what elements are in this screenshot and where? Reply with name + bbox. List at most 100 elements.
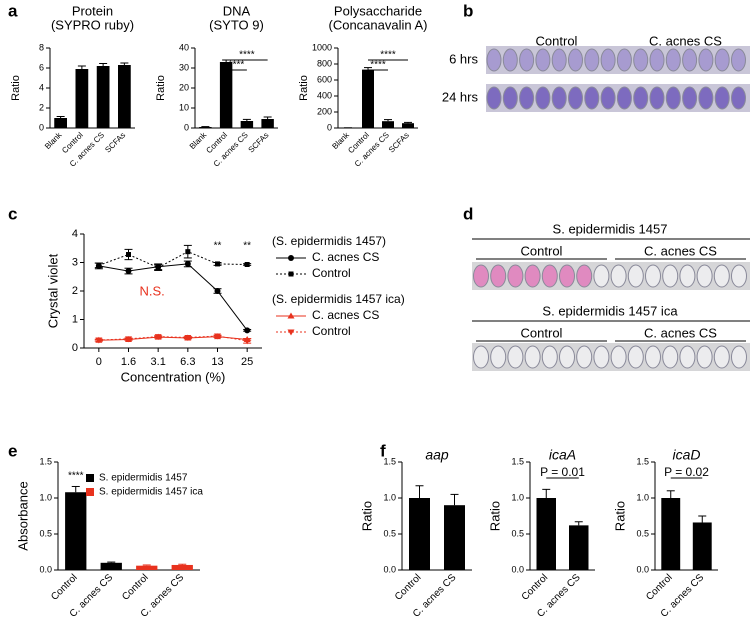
- well: [682, 48, 698, 72]
- x-tick-label: 13: [211, 356, 223, 368]
- y-tick-label: 2: [72, 285, 78, 297]
- y-axis-label: Ratio: [298, 75, 310, 101]
- well: [713, 345, 730, 369]
- y-tick-label: 800: [317, 58, 332, 68]
- bar: [118, 65, 131, 128]
- well: [535, 86, 551, 110]
- chart-subtitle: (SYPRO ruby): [51, 17, 134, 32]
- bar: [219, 62, 233, 128]
- well: [584, 86, 600, 110]
- well: [616, 48, 632, 72]
- x-tick-label: Control: [49, 572, 80, 603]
- panel-label: b: [463, 1, 473, 20]
- well: [731, 48, 746, 72]
- well: [576, 345, 593, 369]
- y-tick-label: 2: [39, 102, 44, 112]
- marker: [96, 262, 102, 268]
- y-tick-label: 0: [184, 122, 189, 132]
- y-tick-label: 0.5: [636, 528, 649, 538]
- line: [98, 335, 248, 342]
- marker: [184, 334, 192, 341]
- bar: [171, 564, 193, 570]
- well: [507, 345, 524, 369]
- bar: [362, 69, 374, 128]
- bar: [240, 121, 254, 128]
- well: [502, 48, 518, 72]
- annotation: ****: [380, 50, 396, 61]
- group-label: Control: [536, 33, 578, 48]
- well: [524, 264, 541, 288]
- well: [679, 264, 696, 288]
- marker: [244, 261, 250, 267]
- y-axis-label: Ratio: [359, 501, 374, 531]
- marker: [288, 271, 294, 277]
- row-label: 24 hrs: [442, 89, 479, 104]
- group-label: C. acnes CS: [644, 243, 717, 258]
- x-tick-label: 0: [96, 356, 102, 368]
- y-axis-label: Ratio: [155, 75, 167, 101]
- bar: [75, 69, 89, 128]
- legend-label: C. acnes CS: [312, 250, 379, 264]
- y-tick-label: 200: [317, 106, 332, 116]
- well: [696, 264, 713, 288]
- y-tick-label: 1.5: [511, 456, 524, 466]
- y-tick-label: 10: [179, 102, 189, 112]
- line: [98, 263, 248, 331]
- x-tick-label: Control: [644, 572, 675, 603]
- bar: [261, 119, 274, 128]
- bar: [96, 66, 110, 128]
- well: [486, 86, 502, 110]
- marker: [126, 252, 131, 258]
- chart-title: Protein: [72, 3, 113, 18]
- marker: [287, 312, 295, 319]
- well: [593, 345, 610, 369]
- well: [713, 264, 730, 288]
- y-axis-label: Ratio: [10, 75, 22, 101]
- panel-label: c: [8, 204, 17, 223]
- panel-label: e: [8, 441, 17, 460]
- chart-subtitle: (SYTO 9): [209, 17, 264, 32]
- well: [633, 48, 649, 72]
- marker: [95, 337, 103, 344]
- y-tick-label: 40: [179, 42, 189, 52]
- legend-group: (S. epidermidis 1457): [272, 234, 386, 248]
- marker: [185, 249, 191, 255]
- legend-label: Control: [312, 266, 351, 280]
- y-tick-label: 20: [179, 82, 189, 92]
- bar: [100, 562, 122, 570]
- well: [665, 48, 681, 72]
- chart-subtitle: (Concanavalin A): [329, 17, 428, 32]
- well: [473, 345, 489, 369]
- y-tick-label: 0.0: [39, 564, 52, 574]
- line: [98, 336, 248, 341]
- y-tick-label: 8: [39, 42, 44, 52]
- well: [662, 345, 679, 369]
- x-tick-label: SCFAs: [387, 131, 411, 155]
- row-label: 6 hrs: [449, 51, 478, 66]
- chart-title: icaD: [672, 447, 700, 463]
- well: [502, 86, 518, 110]
- bar: [402, 123, 414, 128]
- well: [649, 86, 665, 110]
- well: [645, 264, 661, 288]
- annotation: P = 0.01: [540, 465, 585, 479]
- marker: [288, 255, 294, 261]
- legend-label: C. acnes CS: [312, 308, 379, 322]
- well: [507, 264, 524, 288]
- legend-label: Control: [312, 324, 351, 338]
- y-tick-label: 0: [39, 122, 44, 132]
- x-tick-label: 1.6: [121, 356, 136, 368]
- annotation: **: [214, 241, 222, 252]
- marker: [125, 268, 132, 275]
- panel-label: f: [380, 441, 386, 460]
- line: [98, 251, 248, 269]
- well: [698, 86, 714, 110]
- y-tick-label: 400: [317, 90, 332, 100]
- well: [731, 345, 747, 369]
- marker: [243, 338, 251, 345]
- y-tick-label: 0.5: [383, 528, 396, 538]
- well: [616, 86, 632, 110]
- y-tick-label: 6: [39, 62, 44, 72]
- bar: [136, 565, 158, 570]
